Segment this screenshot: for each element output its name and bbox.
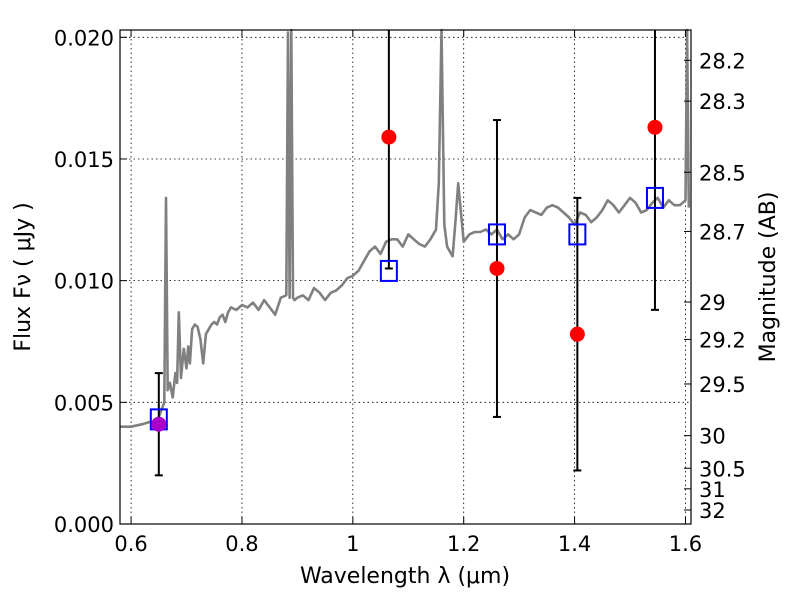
y-right-tick-label: 29.2 [699, 328, 746, 352]
spectrum-line [120, 28, 691, 428]
y-right-tick-label: 28.2 [699, 49, 746, 73]
x-axis-label: Wavelength λ (μm) [300, 564, 510, 589]
y-right-tick-label: 31 [699, 478, 726, 502]
ticks: 0.6 0.8 1 1.2 1.4 1.6 0.000 0.005 0.010 0.015 0.02… [54, 26, 746, 556]
x-tick-label: 0.8 [225, 532, 258, 556]
observed-flux-point [151, 416, 167, 432]
y-tick-label: 0.000 [54, 513, 114, 537]
y-right-tick-label: 30.5 [699, 457, 746, 481]
y-right-tick-label: 32 [699, 499, 726, 523]
y-axis-label: Flux Fν ( μJy ) [11, 202, 36, 351]
model-square-point [568, 223, 587, 246]
observed-flux-point [381, 129, 397, 145]
model-square-point [379, 259, 398, 282]
y-tick-label: 0.015 [54, 148, 114, 172]
y-right-tick-label: 28.5 [699, 161, 746, 185]
x-tick-label: 1.2 [447, 532, 480, 556]
axis-labels: Wavelength λ (μm) Flux Fν ( μJy ) Magnit… [11, 192, 781, 589]
model-square-point [645, 186, 664, 209]
y-axis-right-label: Magnitude (AB) [756, 192, 781, 363]
y-right-tick-label: 29 [699, 291, 726, 315]
model-square-point [487, 223, 506, 246]
y-right-tick-label: 28.7 [699, 220, 746, 244]
observed-flux-point [647, 119, 663, 135]
x-tick-label: 1.4 [558, 532, 591, 556]
y-tick-label: 0.020 [54, 26, 114, 50]
series-layer [120, 28, 691, 477]
observed-flux-point [489, 260, 505, 276]
y-right-tick-label: 30 [699, 425, 726, 449]
plot-frame [119, 29, 692, 525]
observed-flux-point [569, 326, 585, 342]
x-tick-label: 1.6 [669, 532, 702, 556]
y-right-tick-label: 29.5 [699, 373, 746, 397]
x-tick-label: 1 [346, 532, 359, 556]
y-tick-label: 0.010 [54, 270, 114, 294]
y-right-tick-label: 28.3 [699, 90, 746, 114]
plot-area [120, 30, 691, 524]
x-tick-label: 0.6 [114, 532, 147, 556]
y-tick-label: 0.005 [54, 391, 114, 415]
